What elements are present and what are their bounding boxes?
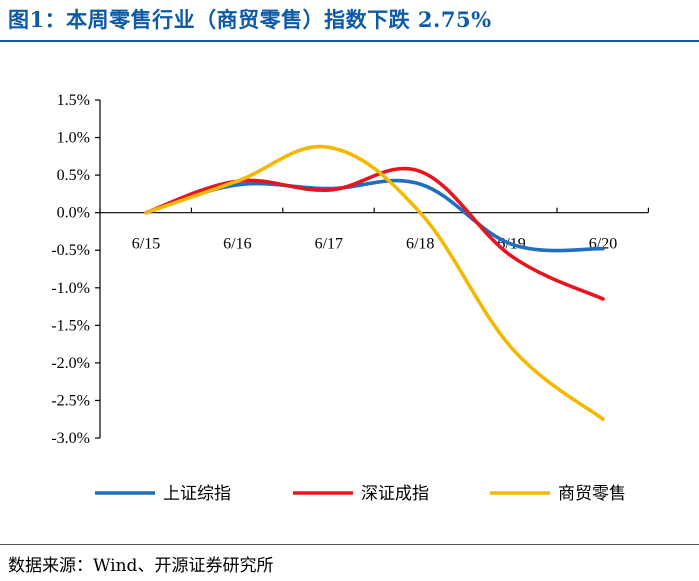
series-line-2 [144, 144, 605, 421]
title-divider [0, 40, 699, 42]
data-source: 数据来源：Wind、开源证券研究所 [8, 556, 274, 576]
y-tick-label: 0.0% [57, 205, 90, 222]
x-tick-label: 6/18 [406, 236, 434, 253]
legend-label-1: 深证成指 [361, 484, 429, 504]
source-divider [0, 544, 699, 545]
chart-legend: 上证综指 深证成指 商贸零售 [95, 484, 626, 504]
y-tick-label: -1.0% [51, 280, 90, 297]
y-tick-label: -3.0% [51, 430, 90, 447]
chart-series [144, 144, 605, 421]
y-tick-label: -1.5% [51, 317, 90, 334]
chart-title: 图1：本周零售行业（商贸零售）指数下跌 2.75% [8, 7, 492, 32]
x-tick-label: 6/16 [223, 236, 251, 253]
y-tick-label: -2.5% [51, 392, 90, 409]
x-tick-label: 6/15 [132, 236, 160, 253]
x-tick-label: 6/17 [315, 236, 343, 253]
legend-label-2: 商贸零售 [558, 484, 626, 504]
chart-axes: 1.5% 1.0% 0.5% 0.0% -0.5% -1.0% -1.5% -2.0% -2.5… [51, 92, 650, 447]
y-tick-label: -2.0% [51, 355, 90, 372]
y-tick-label: 1.5% [57, 92, 90, 109]
y-tick-label: 0.5% [57, 167, 90, 184]
y-tick-label: -0.5% [51, 242, 90, 259]
y-tick-label: 1.0% [57, 130, 90, 147]
line-chart: 1.5% 1.0% 0.5% 0.0% -0.5% -1.0% -1.5% -2.0% -2.5… [51, 92, 650, 504]
series-line-0 [144, 178, 605, 253]
legend-label-0: 上证综指 [163, 484, 231, 504]
